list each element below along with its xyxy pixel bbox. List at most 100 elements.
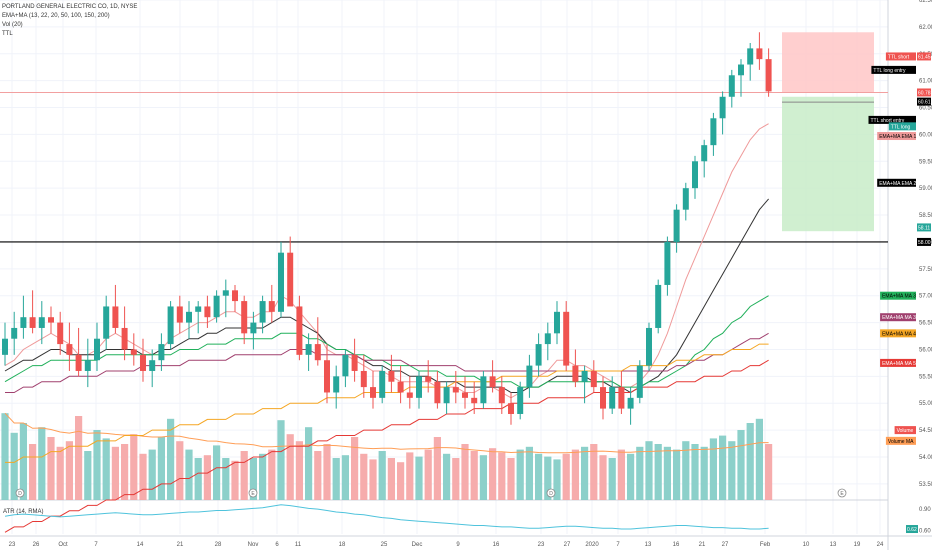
x-tick-label: 14	[137, 542, 144, 548]
candle	[324, 344, 330, 404]
volume-bar	[507, 458, 515, 500]
price-tag: EMA+MA MA 3	[880, 291, 916, 300]
price-tag-value: 61.45	[918, 54, 931, 60]
candle-body	[498, 387, 505, 404]
candle-body	[590, 370, 597, 388]
volume-bar	[341, 455, 349, 500]
candle-body	[609, 387, 616, 409]
candle-body	[682, 188, 689, 210]
price-tag-label-bg	[885, 52, 916, 61]
volume-bar	[562, 453, 570, 500]
volume-bar	[277, 420, 285, 500]
candle	[186, 301, 192, 339]
candle	[517, 381, 524, 420]
candle-body	[48, 317, 54, 323]
y-tick-label: 56.50	[919, 321, 932, 327]
volume-bar	[213, 445, 221, 500]
volume-bar	[295, 441, 303, 500]
y-tick-label: 60.00	[919, 132, 932, 138]
candle-body	[655, 284, 662, 328]
x-tick-label: 2020	[585, 542, 599, 548]
volume-bar	[544, 456, 552, 500]
candle	[747, 43, 754, 81]
price-tag: Volume MA	[885, 436, 916, 445]
candle	[213, 290, 220, 323]
candle-body	[728, 75, 735, 97]
volume-bar	[636, 446, 644, 500]
candle-body	[195, 306, 202, 312]
volume-bar	[259, 453, 267, 500]
candle-body	[489, 376, 496, 388]
price-tag-label-bg	[894, 426, 916, 435]
candle-body	[554, 311, 560, 334]
candle-body	[222, 290, 229, 296]
y-tick-label: 57.50	[919, 267, 932, 273]
candle	[259, 295, 266, 334]
candle-body	[581, 370, 588, 382]
candle	[278, 241, 284, 318]
x-tick-label: Dec	[412, 542, 423, 548]
candle-body	[213, 295, 220, 318]
candle	[121, 306, 128, 361]
candle-body	[140, 354, 146, 371]
candle	[572, 349, 579, 388]
candle	[20, 295, 27, 339]
volume-bar	[369, 459, 377, 500]
x-tick-label: 6	[275, 542, 279, 548]
candle	[627, 387, 634, 425]
volume-bar	[663, 446, 671, 500]
candle	[268, 284, 275, 323]
volume-bar	[157, 437, 165, 500]
volume-bar	[397, 462, 405, 500]
price-tag-label-bg	[871, 65, 916, 74]
price-tag-value: 60.61	[918, 100, 931, 106]
price-tag: EMA+MA MA 4	[880, 329, 916, 338]
candle	[682, 182, 689, 221]
candle-body	[314, 344, 321, 361]
candle	[149, 349, 156, 388]
volume-bar	[10, 432, 18, 500]
volume-bar	[452, 458, 460, 500]
volume-bar	[590, 444, 598, 500]
price-tag-label-bg	[877, 178, 916, 187]
candle-body	[360, 370, 367, 388]
candle	[508, 392, 514, 425]
volume-bar	[516, 449, 524, 500]
volume-bar	[479, 455, 487, 500]
volume-bar	[19, 423, 27, 500]
indicator-ema-ma[interactable]: EMA+MA (13, 22, 20, 50, 100, 150, 200)	[2, 13, 110, 19]
candle	[563, 301, 570, 371]
candle-body	[517, 387, 524, 414]
candle	[167, 301, 174, 350]
volume-bar	[746, 423, 754, 500]
indicator-ttl[interactable]: TTL	[2, 31, 13, 37]
volume-bar	[415, 456, 423, 500]
price-tag-label: Volume	[897, 428, 914, 434]
volume-bar	[38, 427, 46, 500]
candle-body	[544, 333, 551, 345]
volume-bar	[121, 444, 129, 500]
candle-body	[765, 59, 772, 92]
candle	[140, 338, 146, 382]
event-marker-label: E	[251, 491, 255, 497]
y-tick-label: 53.50	[919, 482, 932, 488]
indicator-volume[interactable]: Vol (20)	[2, 22, 23, 28]
x-tick-label: 23	[538, 542, 545, 548]
volume-bar	[268, 449, 276, 500]
price-tag-label: TTL short entry	[871, 118, 905, 124]
volume-bar	[56, 446, 64, 500]
symbol-title[interactable]: PORTLAND GENERAL ELECTRIC CO, 1D, NYSE	[2, 4, 138, 10]
volume-bar	[443, 453, 451, 500]
candle-body	[636, 365, 643, 398]
x-tick-label: 23	[9, 542, 16, 548]
candle-body	[406, 392, 413, 398]
candle	[434, 370, 441, 409]
candle	[443, 381, 450, 414]
candle	[11, 311, 18, 355]
long-zone	[782, 96, 874, 232]
candle-body	[572, 365, 579, 382]
candle-body	[20, 317, 27, 328]
x-tick-label: Nov	[248, 542, 259, 548]
candle-body	[2, 338, 8, 355]
